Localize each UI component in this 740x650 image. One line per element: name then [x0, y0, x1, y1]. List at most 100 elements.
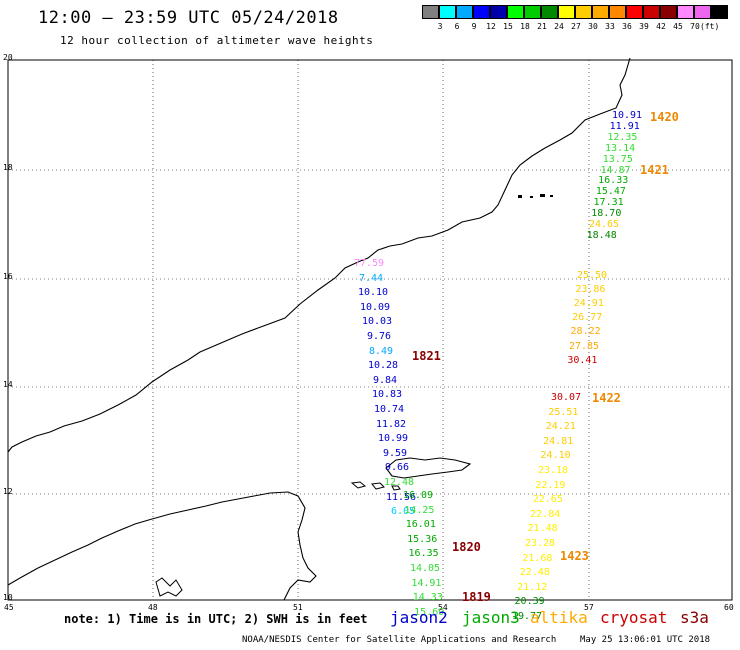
legend-level-label: 6: [454, 22, 460, 31]
legend-level-label: 21: [537, 22, 547, 31]
wave-height-value: 11.82: [375, 418, 407, 430]
wave-height-value: 9.76: [366, 331, 392, 342]
wave-height-value: 8.49: [368, 345, 394, 357]
satellite-legend-jason2: jason2: [390, 608, 448, 627]
wave-height-value: 11.91: [609, 120, 640, 132]
time-label-1820: 1820: [452, 540, 481, 554]
wave-height-value: 26.77: [572, 312, 603, 324]
wave-height-value: 24.10: [540, 450, 571, 462]
reef-outline: [155, 577, 183, 597]
coastline-south: [7, 491, 317, 601]
lat-label-14: 14: [3, 380, 13, 389]
wave-height-value: 19.77: [511, 611, 543, 622]
legend-swatch: [558, 5, 575, 19]
lat-label-20: 20: [3, 53, 13, 62]
legend-level-label: 30: [588, 22, 598, 31]
map-frame: [7, 59, 733, 601]
wave-height-value: 22.84: [530, 508, 561, 520]
legend-swatch: [541, 5, 558, 19]
wave-height-value: 17.31: [593, 197, 624, 209]
wave-height-value: 9.59: [382, 447, 408, 459]
wave-height-value: 24.21: [545, 421, 576, 433]
legend-swatch: [711, 5, 728, 19]
wave-height-value: 11.56: [385, 491, 417, 503]
legend-swatch: [677, 5, 694, 19]
wave-height-value: 12.48: [383, 477, 415, 488]
lon-label-45: 45: [4, 603, 14, 612]
satellite-legend-s3a: s3a: [680, 608, 709, 627]
legend-swatch: [694, 5, 711, 19]
wave-height-value: 14.33: [412, 592, 443, 604]
credit-text: NOAA/NESDIS Center for Satellite Applica…: [242, 635, 557, 645]
wave-height-value: 6.05: [390, 506, 416, 518]
satellite-legend-cryosat: cryosat: [600, 608, 668, 627]
legend-unit: (ft): [700, 22, 720, 31]
wave-height-value: 10.09: [359, 301, 391, 313]
wave-height-value: 16.35: [408, 548, 439, 560]
wave-height-value: 14.25: [404, 504, 435, 516]
legend-level-label: 39: [639, 22, 649, 31]
lat-label-10: 10: [3, 593, 13, 602]
islet: [371, 482, 385, 490]
wave-height-value: 13.75: [602, 153, 633, 165]
legend-level-label: 12: [486, 22, 496, 31]
wave-height-value: 10.99: [377, 433, 409, 445]
legend-level-label: 3: [437, 22, 443, 31]
wave-height-value: 16.01: [405, 519, 436, 531]
wave-height-value: 14.91: [411, 577, 442, 589]
wave-height-value: 10.10: [357, 287, 389, 299]
wave-height-value: 12.35: [607, 131, 638, 143]
satellite-legend-altika: altika: [530, 608, 588, 627]
wave-height-value: 21.48: [527, 523, 558, 535]
legend-swatch: [422, 5, 439, 19]
wave-height-value: 10.03: [361, 316, 393, 328]
time-label-1420: 1420: [650, 110, 679, 124]
wave-height-value: 24.91: [573, 298, 604, 310]
legend-level-label: 15: [503, 22, 513, 31]
wave-height-value: 14.05: [409, 563, 441, 574]
map-title: 12:00 – 23:59 UTC 05/24/2018: [38, 8, 339, 28]
wave-height-value: 9.66: [384, 462, 410, 474]
wave-height-value: 15.36: [407, 533, 438, 545]
legend-level-label: 36: [622, 22, 632, 31]
wave-height-value: 22.65: [532, 494, 563, 506]
legend-level-label: 18: [520, 22, 530, 31]
wave-height-value: 16.33: [598, 175, 629, 187]
coastline: [7, 57, 631, 453]
legend-swatch: [592, 5, 609, 19]
wave-height-value: 25.51: [548, 406, 579, 418]
wave-height-value: 24.81: [543, 435, 574, 447]
wave-height-value: 25.50: [576, 270, 608, 281]
timestamp-text: May 25 13:06:01 UTC 2018: [580, 635, 711, 645]
wave-height-value: 10.74: [373, 404, 405, 415]
lat-label-16: 16: [3, 272, 13, 281]
wave-height-value: 22.48: [519, 567, 550, 579]
wave-height-value: 14.87: [600, 164, 631, 176]
wave-height-value: 10.83: [371, 389, 403, 401]
kuria-muria-islets: [518, 194, 553, 198]
legend-swatch: [490, 5, 507, 19]
legend-swatch: [439, 5, 456, 19]
wave-height-value: 77.59: [353, 258, 385, 269]
wave-height-value: 9.84: [372, 374, 398, 386]
lon-label-57: 57: [584, 603, 594, 612]
socotra-island: [385, 457, 472, 479]
wave-height-value: 30.41: [567, 354, 598, 366]
lat-label-18: 18: [3, 163, 13, 172]
wave-height-value: 10.28: [367, 360, 399, 372]
islet: [391, 485, 401, 491]
legend-swatch: [626, 5, 643, 19]
legend-level-label: 70: [690, 22, 700, 31]
legend-level-label: 33: [605, 22, 615, 31]
lat-label-12: 12: [3, 487, 13, 496]
wave-height-value: 7.44: [358, 272, 384, 284]
lon-label-54: 54: [438, 603, 448, 612]
time-label-1819: 1819: [462, 590, 491, 604]
legend-level-label: 24: [554, 22, 564, 31]
wave-height-value: 20.39: [514, 596, 545, 608]
time-label-1423: 1423: [560, 549, 589, 563]
lon-label-51: 51: [293, 603, 303, 612]
islet: [350, 481, 367, 489]
map-subtitle: 12 hour collection of altimeter wave hei…: [60, 34, 374, 47]
